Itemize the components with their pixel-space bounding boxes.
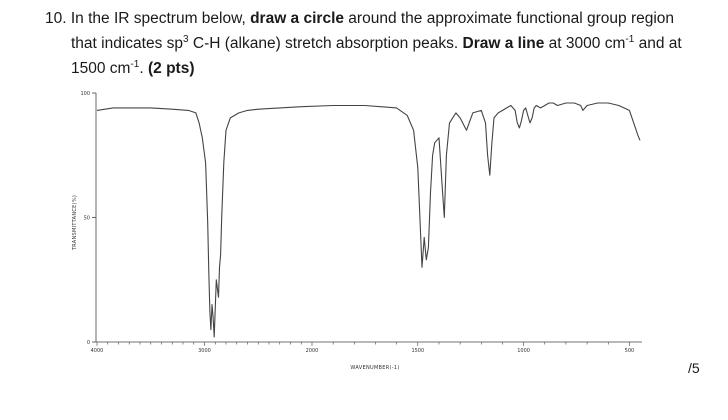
- question-line-3: 1500 cm-1. (2 pts): [45, 54, 705, 79]
- question-text-part: that indicates sp: [71, 35, 184, 53]
- question-text-part: .: [139, 60, 148, 78]
- question-number: 10.: [45, 10, 67, 27]
- superscript: -1: [130, 59, 140, 71]
- x-tick-label: 4000: [91, 348, 104, 354]
- spectrum-line: [96, 102, 641, 338]
- question-text-part: C-H (alkane) stretch absorption peaks.: [188, 35, 463, 53]
- y-axis-title: TRANSMITTANCE(%): [72, 195, 78, 251]
- superscript: 3: [183, 34, 189, 45]
- x-tick-label: 500: [625, 348, 635, 354]
- superscript: -1: [625, 34, 635, 45]
- score-label: /5: [688, 360, 700, 376]
- y-tick-label: 0: [87, 340, 90, 346]
- x-tick-label: 3000: [198, 348, 211, 354]
- question-line-1: 10. In the IR spectrum below, draw a cir…: [45, 8, 705, 29]
- question-text-part: around the approximate functional group …: [344, 10, 675, 27]
- question-text: 10. In the IR spectrum below, draw a cir…: [45, 8, 705, 79]
- question-line-2: that indicates sp3 C-H (alkane) stretch …: [45, 29, 705, 54]
- question-text-part: In the IR spectrum below,: [66, 10, 251, 27]
- y-tick-label: 50: [84, 216, 90, 222]
- question-text-part: and at: [634, 35, 682, 53]
- question-emphasis-circle: draw a circle: [250, 10, 344, 27]
- question-text-part: 1500 cm: [71, 60, 131, 78]
- y-tick-label: 100: [80, 91, 90, 97]
- x-tick-label: 1500: [411, 348, 424, 354]
- question-emphasis-line: Draw a line: [462, 35, 545, 53]
- question-text-part: at 3000 cm: [544, 35, 626, 53]
- question-points: (2 pts): [147, 60, 195, 78]
- x-tick-label: 1000: [517, 348, 530, 354]
- x-axis-title: WAVENUMBER(-1): [350, 365, 399, 371]
- x-tick-label: 2000: [306, 348, 319, 354]
